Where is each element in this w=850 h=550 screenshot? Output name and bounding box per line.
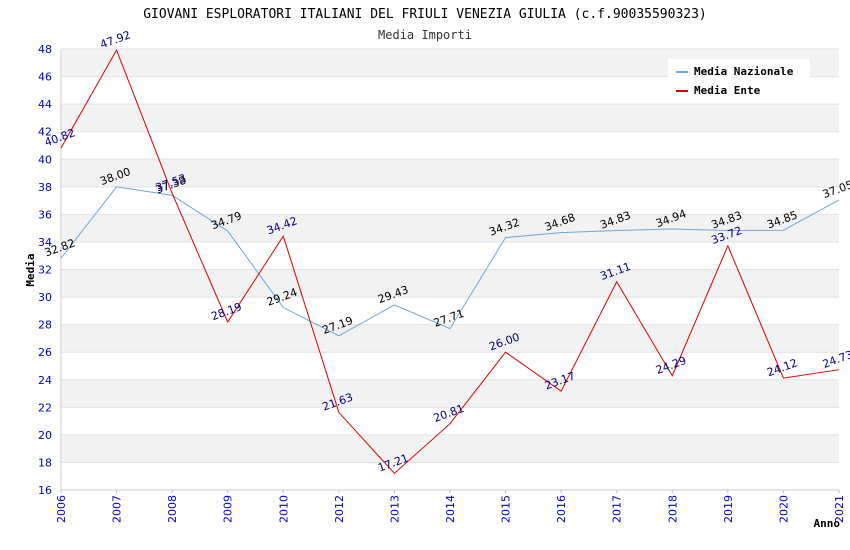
- chart-subtitle: Media Importi: [378, 28, 472, 42]
- grid-band: [61, 379, 839, 408]
- legend-box: [668, 59, 810, 103]
- grid-band: [61, 159, 839, 187]
- x-tick-label: 2016: [555, 495, 568, 523]
- y-tick-label: 22: [38, 401, 52, 414]
- x-tick-label: 2019: [722, 495, 735, 523]
- y-tick-label: 36: [38, 208, 52, 221]
- y-tick-label: 46: [38, 71, 52, 84]
- x-tick-label: 2006: [55, 495, 68, 523]
- x-tick-label: 2014: [444, 495, 457, 523]
- y-tick-label: 34: [38, 236, 52, 249]
- grid-band: [61, 297, 839, 325]
- y-tick-label: 26: [38, 346, 52, 359]
- x-axis-ticks: 2006 2007 2008 2009 2010 2012 2013 2014 2015 2016…: [55, 490, 846, 523]
- grid-band: [61, 131, 839, 160]
- grid-band: [61, 104, 839, 132]
- x-tick-label: 2009: [222, 495, 235, 523]
- x-tick-label: 2012: [333, 495, 346, 523]
- x-axis-label: Anno: [814, 517, 841, 530]
- y-tick-label: 44: [38, 98, 52, 111]
- x-tick-label: 2017: [611, 495, 624, 523]
- data-label-media-ente: 47.92: [98, 28, 132, 51]
- legend-label-media-ente: Media Ente: [694, 84, 761, 97]
- y-tick-label: 24: [38, 374, 52, 387]
- y-tick-label: 40: [38, 153, 52, 166]
- x-tick-label: 2013: [388, 495, 401, 523]
- y-tick-label: 48: [38, 43, 52, 56]
- grid-band: [61, 462, 839, 490]
- x-tick-label: 2015: [500, 495, 513, 523]
- y-tick-label: 20: [38, 429, 52, 442]
- legend: Media Nazionale Media Ente: [668, 59, 810, 103]
- y-tick-label: 32: [38, 264, 52, 277]
- y-tick-label: 18: [38, 456, 52, 469]
- y-tick-label: 38: [38, 181, 52, 194]
- y-tick-label: 30: [38, 291, 52, 304]
- legend-label-media-nazionale: Media Nazionale: [694, 65, 794, 78]
- grid-bands: [61, 49, 839, 490]
- x-tick-label: 2008: [166, 495, 179, 523]
- x-tick-label: 2020: [777, 495, 790, 523]
- grid-band: [61, 352, 839, 380]
- y-axis-label: Media: [24, 253, 37, 286]
- y-tick-label: 16: [38, 484, 52, 497]
- y-tick-label: 42: [38, 126, 52, 139]
- grid-band: [61, 407, 839, 435]
- grid-band: [61, 269, 839, 298]
- grid-band: [61, 324, 839, 353]
- grid-band: [61, 241, 839, 270]
- grid-band: [61, 434, 839, 463]
- x-tick-label: 2021: [833, 495, 846, 523]
- x-tick-label: 2018: [666, 495, 679, 523]
- y-tick-label: 28: [38, 319, 52, 332]
- chart-title: GIOVANI ESPLORATORI ITALIANI DEL FRIULI …: [143, 7, 707, 22]
- grid-band: [61, 186, 839, 215]
- x-tick-label: 2010: [277, 495, 290, 523]
- x-tick-label: 2007: [111, 495, 124, 523]
